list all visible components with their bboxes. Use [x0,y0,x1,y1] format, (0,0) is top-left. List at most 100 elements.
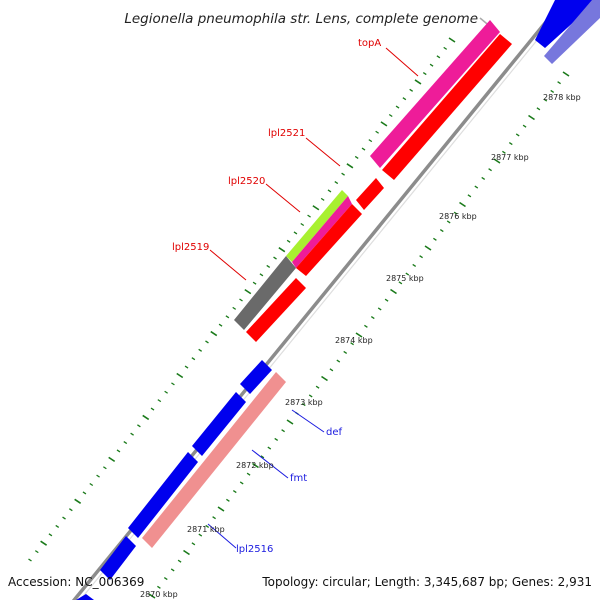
gene-lpl2516-pink[interactable] [142,372,286,548]
tick-mark [412,263,417,267]
tick-mark [184,365,189,369]
tick-mark [502,150,506,154]
tick-mark [300,222,305,227]
tick-mark [459,201,466,208]
tick-mark [252,462,259,469]
tick-mark [274,437,279,441]
tick-mark [488,168,492,172]
gene-topa-magenta[interactable] [370,20,500,168]
gene-lpl2520-green[interactable] [286,190,348,262]
tick-mark [409,88,414,92]
tick-mark [267,446,272,450]
label-lpl2516[interactable]: lpl2516 [236,544,273,555]
tick-mark [368,139,373,143]
leader-line-topa [385,47,419,77]
tick-mark [286,239,291,243]
outer-tick-ruler [28,37,456,562]
accession-text: Accession: NC_006369 [8,575,144,589]
tick-mark [388,113,393,118]
tick-mark [424,245,432,251]
tick-mark [218,323,223,327]
tick-mark [89,482,94,487]
tick-mark [390,288,397,295]
tick-mark [239,481,244,485]
tick-mark [493,158,501,164]
tick-label: 2878 kbp [543,93,581,102]
tick-mark [40,540,48,546]
gene-topa-red[interactable] [382,34,512,180]
tick-mark [422,72,427,76]
tick-mark [439,229,444,233]
tick-mark [281,429,285,433]
tick-mark [312,205,320,211]
tick-mark [370,316,375,320]
tick-mark [55,524,60,528]
gene-lpl2520-red[interactable] [296,204,362,276]
tick-mark [68,508,73,512]
gene-lpl2519-gray[interactable] [234,256,296,330]
label-lpl2519[interactable]: lpl2519 [172,242,209,253]
tick-mark [419,255,423,259]
tick-mark [329,368,334,372]
tick-mark [108,456,116,463]
leader-line-lpl2516 [207,523,237,549]
tick-mark [198,348,203,352]
tick-mark [232,306,237,310]
tick-mark [398,281,403,285]
label-lpl2521[interactable]: lpl2521 [268,128,305,139]
tick-mark [307,214,311,218]
label-topa[interactable]: topA [358,38,381,49]
map-title: Legionella pneumophila str. Lens, comple… [124,11,478,27]
tick-mark [205,340,209,344]
tick-mark [343,350,348,354]
tick-mark [232,490,237,494]
tick-mark [402,97,407,101]
tick-mark [354,155,359,159]
leader-line-lpl2521 [305,137,341,167]
tick-mark [522,124,527,128]
leader-line-lpl2519 [209,249,247,281]
tick-mark [446,220,451,224]
label-def[interactable]: def [326,427,343,438]
tick-mark [528,114,535,121]
tick-mark [355,332,363,338]
tick-mark [481,176,486,180]
tick-mark [414,79,422,85]
tick-mark [148,593,156,599]
label-fmt[interactable]: fmt [290,473,307,484]
tick-mark [350,342,354,346]
tick-mark [334,181,339,185]
gene-lpl2520-magenta[interactable] [292,196,352,268]
tick-mark [260,455,265,459]
tick-mark [273,256,277,260]
tick-mark [225,315,230,319]
gene-blue-4[interactable] [100,536,136,580]
tick-mark [364,324,368,328]
gene-lpl2521-red[interactable] [356,178,384,210]
label-lpl2520[interactable]: lpl2520 [228,176,265,187]
tick-mark [301,403,306,407]
tick-mark [205,524,210,528]
tick-mark [467,194,472,198]
tick-mark [515,133,520,137]
tick-mark [321,375,328,382]
gene-blue-5[interactable] [76,594,94,600]
tick-label: 2873 kbp [285,398,323,407]
tick-mark [443,46,448,50]
tick-mark [377,307,382,311]
gene-feature[interactable] [544,0,600,64]
tick-mark [164,390,168,394]
tick-mark [429,63,434,67]
gene-lpl2519-red[interactable] [246,278,306,342]
gene-blue-2[interactable] [192,392,246,456]
tick-mark [170,568,175,572]
gene-def-blue[interactable] [240,360,272,394]
tick-mark [361,147,366,151]
gene-blue-3[interactable] [128,452,198,538]
tick-mark [278,247,286,253]
tick-mark [320,197,325,201]
tick-mark [48,533,53,537]
tick-mark [183,549,190,556]
tick-mark [62,516,66,520]
